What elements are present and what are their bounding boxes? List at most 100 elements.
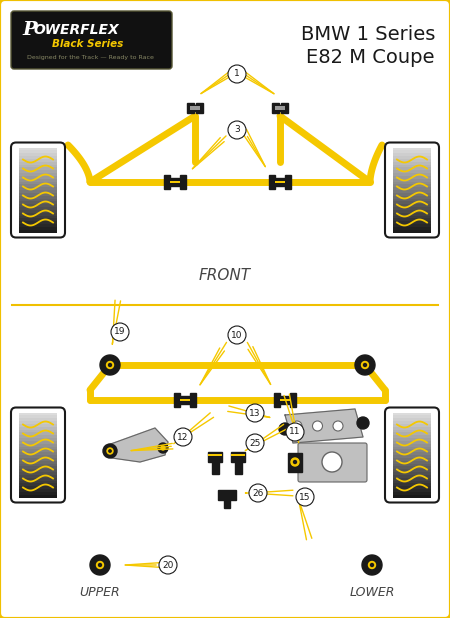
- Bar: [280, 396, 290, 404]
- Circle shape: [369, 562, 375, 569]
- Circle shape: [286, 423, 304, 441]
- Bar: [393, 148, 431, 151]
- Text: 10: 10: [231, 331, 243, 339]
- Bar: [234, 462, 242, 474]
- Bar: [19, 467, 57, 470]
- Circle shape: [174, 428, 192, 446]
- Bar: [190, 106, 200, 110]
- Bar: [19, 435, 57, 439]
- Circle shape: [90, 555, 110, 575]
- Text: 13: 13: [249, 408, 261, 418]
- Circle shape: [111, 323, 129, 341]
- Bar: [393, 489, 431, 493]
- Polygon shape: [285, 409, 363, 443]
- Bar: [19, 184, 57, 188]
- Bar: [393, 464, 431, 467]
- Bar: [393, 421, 431, 425]
- Bar: [393, 455, 431, 459]
- Text: E82 M Coupe: E82 M Coupe: [306, 48, 435, 67]
- Bar: [393, 435, 431, 439]
- Bar: [393, 444, 431, 447]
- Bar: [19, 221, 57, 224]
- Bar: [393, 441, 431, 444]
- Bar: [19, 412, 57, 416]
- Bar: [19, 201, 57, 205]
- Circle shape: [108, 363, 112, 366]
- Bar: [19, 486, 57, 489]
- Bar: [19, 481, 57, 484]
- Bar: [19, 227, 57, 230]
- Circle shape: [362, 555, 382, 575]
- Bar: [393, 492, 431, 495]
- Bar: [19, 198, 57, 202]
- Bar: [19, 446, 57, 450]
- Circle shape: [355, 355, 375, 375]
- Text: 15: 15: [299, 493, 311, 501]
- Bar: [393, 213, 431, 216]
- Bar: [285, 175, 291, 189]
- Circle shape: [107, 448, 113, 454]
- Bar: [393, 483, 431, 486]
- Bar: [180, 396, 190, 404]
- Bar: [393, 216, 431, 219]
- Bar: [19, 483, 57, 486]
- Bar: [393, 446, 431, 450]
- Bar: [393, 481, 431, 484]
- Bar: [19, 187, 57, 190]
- Polygon shape: [108, 428, 168, 462]
- Circle shape: [100, 355, 120, 375]
- Bar: [19, 179, 57, 182]
- Bar: [19, 460, 57, 464]
- Circle shape: [158, 443, 168, 453]
- Bar: [393, 475, 431, 478]
- Text: 26: 26: [252, 488, 264, 497]
- FancyBboxPatch shape: [11, 11, 172, 69]
- Bar: [393, 167, 431, 171]
- Bar: [187, 103, 194, 113]
- Bar: [19, 176, 57, 179]
- Bar: [19, 433, 57, 436]
- Bar: [19, 162, 57, 165]
- Circle shape: [292, 421, 302, 431]
- Text: P: P: [22, 21, 36, 39]
- Bar: [19, 230, 57, 233]
- Bar: [393, 426, 431, 430]
- Circle shape: [279, 423, 291, 435]
- Bar: [393, 458, 431, 461]
- Circle shape: [109, 450, 111, 452]
- Text: Black Series: Black Series: [52, 39, 124, 49]
- Bar: [393, 418, 431, 421]
- Bar: [192, 105, 198, 111]
- Circle shape: [96, 562, 104, 569]
- Bar: [280, 399, 290, 401]
- Bar: [275, 178, 285, 186]
- Bar: [393, 227, 431, 230]
- Bar: [275, 106, 285, 110]
- Circle shape: [99, 564, 102, 567]
- Circle shape: [103, 444, 117, 458]
- Bar: [281, 103, 288, 113]
- Bar: [393, 494, 431, 498]
- Bar: [393, 207, 431, 210]
- Bar: [19, 218, 57, 222]
- Bar: [231, 452, 245, 462]
- Text: 25: 25: [249, 439, 261, 447]
- Bar: [393, 224, 431, 227]
- Bar: [19, 475, 57, 478]
- Circle shape: [296, 488, 314, 506]
- Bar: [393, 230, 431, 233]
- Text: 19: 19: [114, 328, 126, 336]
- Bar: [19, 182, 57, 185]
- Bar: [19, 190, 57, 193]
- Bar: [19, 469, 57, 473]
- Bar: [393, 486, 431, 489]
- Circle shape: [246, 404, 264, 422]
- Text: FRONT: FRONT: [199, 268, 251, 282]
- Bar: [274, 393, 280, 407]
- Bar: [19, 449, 57, 452]
- Bar: [393, 424, 431, 427]
- Bar: [393, 221, 431, 224]
- Bar: [19, 153, 57, 156]
- Bar: [393, 153, 431, 156]
- Circle shape: [291, 458, 299, 466]
